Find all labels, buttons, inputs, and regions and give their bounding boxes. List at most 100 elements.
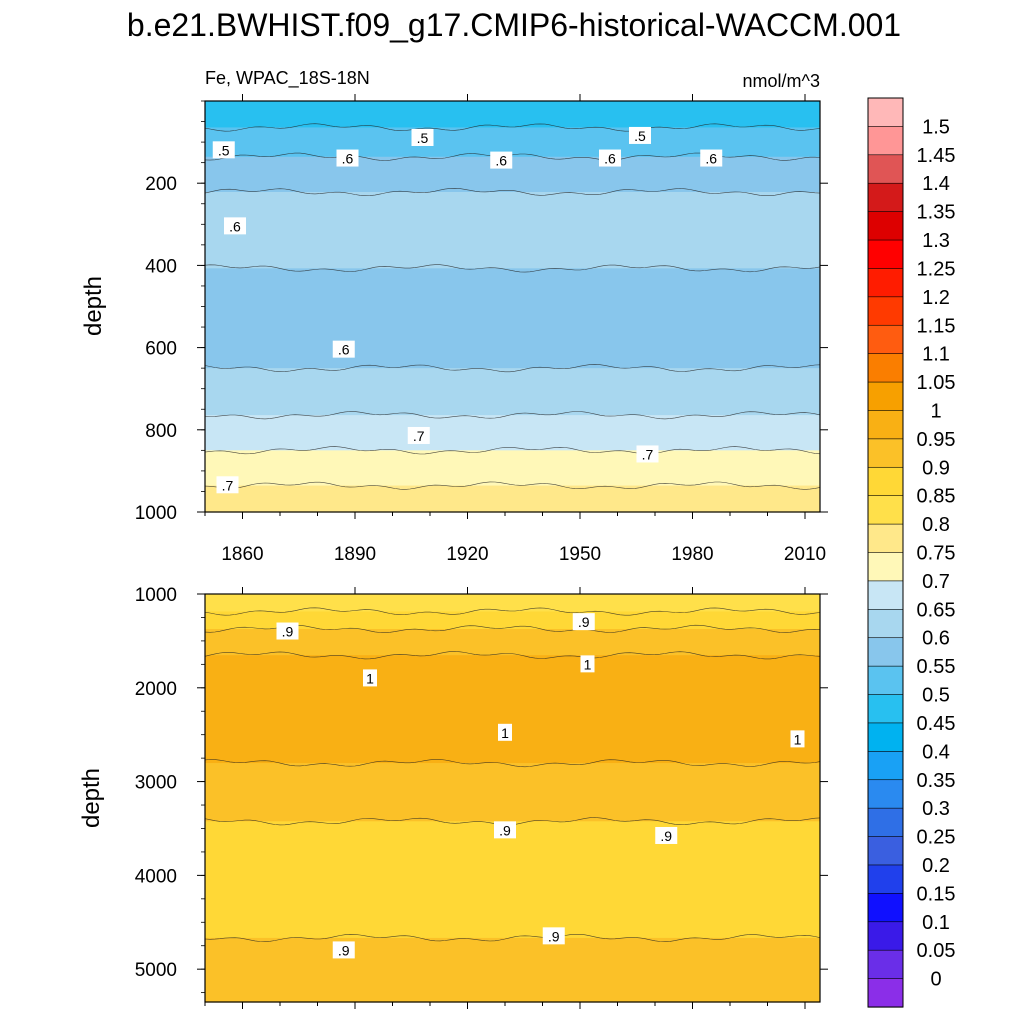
- colorbar-label: 0.95: [917, 429, 956, 451]
- contour-label: .9: [282, 624, 294, 640]
- colorbar-label: 1.35: [917, 202, 956, 224]
- contour-line: [204, 264, 821, 273]
- contour-label: .9: [660, 828, 672, 844]
- contour-label-box: [790, 730, 805, 748]
- colorbar-swatch: [867, 97, 904, 128]
- colorbar-swatch: [867, 552, 904, 582]
- contour-label-box: [655, 826, 678, 844]
- y-tick-label: 400: [145, 256, 177, 277]
- colorbar-swatch: [867, 324, 904, 355]
- y-tick-label: 1000: [135, 503, 177, 524]
- lower-plot-area: .9 .9 1 1 1 1 .9 .9 .9 .9: [204, 593, 821, 1003]
- contour-label-box: [580, 655, 595, 673]
- contour-label-box: [599, 149, 621, 167]
- contour-line: [204, 624, 821, 634]
- colorbar-swatch: [867, 211, 904, 241]
- plot-frame: [204, 593, 821, 1003]
- colorbar-swatch: [867, 239, 904, 270]
- contour-label-box: [490, 151, 513, 169]
- colorbar-swatch: [867, 296, 904, 326]
- contour-label: .7: [413, 428, 425, 444]
- y-tick-label: 2000: [135, 679, 177, 700]
- colorbar-swatch: [867, 864, 904, 894]
- contour-label: .9: [578, 614, 590, 630]
- contour-label-box: [363, 669, 377, 687]
- colorbar-swatch: [867, 779, 904, 809]
- contour-label: .9: [499, 822, 511, 838]
- y-tick-label: 1000: [135, 585, 177, 606]
- y-tick-label: 200: [145, 174, 177, 195]
- colorbar-label: 1.2: [922, 287, 950, 309]
- y-tick-label: 5000: [135, 960, 177, 981]
- colorbar-label: 0.65: [917, 599, 956, 621]
- colorbar-swatch: [867, 949, 904, 980]
- colorbar-swatch: [867, 126, 904, 156]
- colorbar-label: 1.05: [917, 372, 956, 394]
- colorbar-swatch: [867, 154, 904, 184]
- colorbar-label: 0.3: [922, 798, 950, 820]
- lower-x-ticks: [204, 587, 806, 1009]
- contour-label: 1: [366, 670, 374, 686]
- y-tick-label: 3000: [135, 773, 177, 794]
- x-tick-label: 2010: [784, 544, 826, 565]
- colorbar-swatch: [867, 438, 904, 468]
- colorbar-label: 0.1: [922, 912, 950, 934]
- colorbar-label: 0.7: [922, 571, 950, 593]
- contour-band: [205, 594, 820, 613]
- x-tick-label: 1890: [334, 544, 376, 565]
- colorbar-swatch: [867, 637, 904, 667]
- figure-title: b.e21.BWHIST.f09_g17.CMIP6-historical-WA…: [127, 7, 901, 43]
- contour-line: [204, 607, 821, 616]
- contour-band: [205, 192, 820, 269]
- upper-right-label: nmol/m^3: [743, 71, 820, 91]
- colorbar-swatch: [867, 410, 904, 440]
- colorbar-swatch: [867, 609, 904, 639]
- contour-line: [204, 364, 821, 373]
- colorbar-label: 1: [930, 400, 941, 422]
- contour-band: [205, 821, 820, 939]
- upper-plot-area: .5 .5 .5 .6 .6 .6 .6 .6 .6 .7 .7 .7: [204, 100, 821, 513]
- colorbar-label: 1.25: [917, 258, 956, 280]
- colorbar-label: 0.25: [917, 827, 956, 849]
- x-tick-label: 1980: [671, 544, 713, 565]
- contour-label-box: [216, 476, 239, 494]
- colorbar-label: 0.4: [922, 741, 950, 763]
- contour-label: .6: [229, 218, 241, 234]
- contour-band: [205, 655, 820, 764]
- y-tick-label: 4000: [135, 866, 177, 887]
- contour-label: .6: [705, 151, 717, 167]
- colorbar-swatch: [867, 466, 904, 497]
- contour-label: 1: [794, 731, 802, 747]
- contour-label-box: [276, 622, 299, 640]
- colorbar-label: 0.55: [917, 656, 956, 678]
- contour-line: [204, 411, 821, 420]
- contour-label-box: [407, 426, 430, 444]
- contour-label: .7: [222, 477, 234, 493]
- colorbar-label: 1.15: [917, 315, 956, 337]
- colorbar: 0 0.05 0.1 0.15 0.2 0.25 0.3 0.35 0.4 0.45 0.5 0.55…: [867, 97, 956, 1008]
- contour-band: [205, 368, 820, 416]
- contour-line: [204, 187, 821, 197]
- contour-label: .6: [338, 342, 350, 358]
- colorbar-swatch: [867, 381, 904, 412]
- contour-line: [204, 123, 821, 132]
- contour-line: [204, 933, 821, 943]
- colorbar-label: 1.3: [922, 230, 950, 252]
- colorbar-label: 0.9: [922, 457, 950, 479]
- contour-line: [204, 446, 821, 455]
- contour-label: .7: [642, 446, 654, 462]
- contour-band: [205, 763, 820, 822]
- contour-band: [205, 156, 820, 193]
- upper-x-ticks: 1860 1890 1920 1950 1980 2010: [204, 94, 826, 565]
- colorbar-label: 0.8: [922, 514, 950, 536]
- colorbar-swatch: [867, 580, 904, 610]
- contour-line: [204, 651, 821, 660]
- contour-line: [204, 481, 821, 490]
- y-tick-label: 800: [145, 421, 177, 442]
- colorbar-swatch: [867, 722, 904, 752]
- contour-label-box: [629, 126, 651, 144]
- x-tick-label: 1860: [221, 544, 263, 565]
- contour-label-box: [572, 613, 595, 631]
- colorbar-label: 1.1: [922, 344, 950, 366]
